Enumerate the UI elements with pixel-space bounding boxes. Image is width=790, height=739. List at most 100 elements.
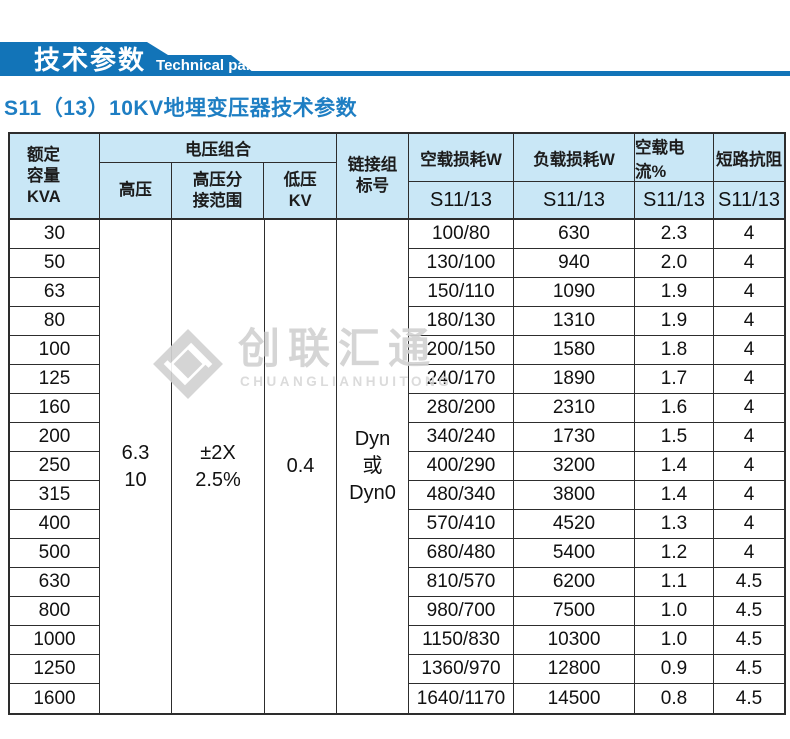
table-cell-impedance: 4	[714, 307, 784, 336]
table-cell-noload: 200/150	[409, 336, 513, 365]
table-cell-current: 1.0	[635, 626, 713, 655]
header-noload-loss: 空载损耗W S11/13	[409, 134, 514, 218]
table-cell-load: 3200	[514, 452, 634, 481]
table-cell-impedance: 4	[714, 220, 784, 249]
table-cell-kva: 800	[10, 597, 99, 626]
table-cell-impedance: 4	[714, 365, 784, 394]
page-title: S11（13）10KV地埋变压器技术参数	[4, 97, 358, 120]
table-cell-load: 630	[514, 220, 634, 249]
header-noload-current-model: S11/13	[643, 188, 705, 211]
table-cell-kva: 315	[10, 481, 99, 510]
table-cell-noload: 570/410	[409, 510, 513, 539]
header-load-loss-model: S11/13	[543, 188, 605, 211]
table-cell-kva: 200	[10, 423, 99, 452]
table-cell-load: 1090	[514, 278, 634, 307]
table-cell-noload: 400/290	[409, 452, 513, 481]
table-cell-load: 4520	[514, 510, 634, 539]
header-low-voltage: 低压 KV	[283, 170, 317, 210]
cell-high-voltage: 6.3 10	[100, 220, 172, 713]
column-load-loss: 630 940 1090 1310 1580 1890 2310 1730 3200 3800 45…	[514, 220, 635, 713]
table-cell-noload: 980/700	[409, 597, 513, 626]
header-noload-loss-model: S11/13	[430, 188, 492, 211]
header-noload-current-label: 空载电流%	[635, 134, 713, 182]
table-cell-kva: 80	[10, 307, 99, 336]
table-cell-load: 1730	[514, 423, 634, 452]
table-cell-noload: 340/240	[409, 423, 513, 452]
header-tap-range: 高压分 接范围	[172, 163, 265, 218]
table-cell-noload: 100/80	[409, 220, 513, 249]
header-voltage-combination: 电压组合	[100, 134, 336, 163]
table-cell-impedance: 4	[714, 452, 784, 481]
table-cell-impedance: 4.5	[714, 597, 784, 626]
table-cell-current: 1.4	[635, 481, 713, 510]
table-cell-load: 3800	[514, 481, 634, 510]
table-cell-load: 1310	[514, 307, 634, 336]
column-noload-current: 2.3 2.0 1.9 1.9 1.8 1.7 1.6 1.5 1.4 1.4 1.3 1.2 1.1 1…	[635, 220, 714, 713]
table-cell-current: 1.3	[635, 510, 713, 539]
table-cell-impedance: 4	[714, 336, 784, 365]
table-cell-impedance: 4	[714, 510, 784, 539]
table-header: 额定 容量 KVA 电压组合 高压 高压分 接范围 低压 KV 链接组 标号 空…	[10, 134, 784, 218]
table-cell-impedance: 4.5	[714, 655, 784, 684]
table-cell-impedance: 4	[714, 481, 784, 510]
table-cell-current: 1.5	[635, 423, 713, 452]
table-cell-kva: 63	[10, 278, 99, 307]
table-cell-noload: 240/170	[409, 365, 513, 394]
header-connection-group: 链接组 标号	[337, 134, 409, 218]
header-load-loss: 负载损耗W S11/13	[514, 134, 635, 218]
table-cell-load: 2310	[514, 394, 634, 423]
table-cell-load: 1580	[514, 336, 634, 365]
table-cell-current: 0.8	[660, 687, 688, 709]
column-rated-capacity: 30 50 63 80 100 125 160 200 250 315 400 500 630 800 10…	[10, 220, 100, 713]
table-cell-kva: 1000	[10, 626, 99, 655]
table-cell-current: 1.1	[635, 568, 713, 597]
table-cell-current: 1.8	[635, 336, 713, 365]
table-cell-noload: 130/100	[409, 249, 513, 278]
table-cell-kva: 50	[10, 249, 99, 278]
table-cell-current: 2.0	[635, 249, 713, 278]
table-cell-impedance: 4.5	[714, 568, 784, 597]
table-cell-noload: 1360/970	[409, 655, 513, 684]
table-cell-impedance: 4.5	[735, 687, 763, 709]
table-cell-noload: 680/480	[409, 539, 513, 568]
header-voltage-subrow: 高压 高压分 接范围 低压 KV	[100, 163, 336, 218]
table-cell-noload: 150/110	[409, 278, 513, 307]
table-cell-impedance: 4.5	[714, 626, 784, 655]
table-cell-noload: 1640/1170	[416, 687, 506, 709]
banner-subtitle: Technical parameter	[156, 57, 301, 74]
table-cell-current: 1.9	[635, 278, 713, 307]
table-cell-kva: 630	[10, 568, 99, 597]
header-short-circuit-impedance: 短路抗阻 S11/13	[714, 134, 784, 218]
table-cell-kva: 400	[10, 510, 99, 539]
table-cell-load: 10300	[514, 626, 634, 655]
table-cell-load: 7500	[514, 597, 634, 626]
header-load-loss-label: 负载损耗W	[514, 134, 634, 182]
column-impedance: 4 4 4 4 4 4 4 4 4 4 4 4 4.5 4.5 4.5 4.5 4.5	[714, 220, 784, 713]
table-cell-load: 5400	[514, 539, 634, 568]
table-cell-load: 6200	[514, 568, 634, 597]
table-body: 30 50 63 80 100 125 160 200 250 315 400 500 630 800 10…	[10, 218, 784, 713]
table-cell-load: 940	[514, 249, 634, 278]
table-cell-kva: 125	[10, 365, 99, 394]
table-cell-impedance: 4	[714, 278, 784, 307]
header-impedance-label: 短路抗阻	[714, 134, 784, 182]
table-cell-current: 1.7	[635, 365, 713, 394]
header-noload-current: 空载电流% S11/13	[635, 134, 714, 218]
table-cell-noload: 280/200	[409, 394, 513, 423]
cell-low-voltage: 0.4	[265, 220, 337, 713]
table-cell-current: 1.4	[635, 452, 713, 481]
table-cell-impedance: 4	[714, 249, 784, 278]
parameter-table: 额定 容量 KVA 电压组合 高压 高压分 接范围 低压 KV 链接组 标号 空…	[8, 132, 786, 715]
table-cell-impedance: 4	[714, 423, 784, 452]
table-cell-kva: 250	[10, 452, 99, 481]
table-cell-load: 14500	[547, 687, 601, 709]
column-noload-loss: 100/80 130/100 150/110 180/130 200/150 240/17…	[409, 220, 514, 713]
banner-underline	[0, 71, 790, 76]
table-cell-kva: 30	[10, 220, 99, 249]
table-cell-current: 0.9	[635, 655, 713, 684]
table-cell-current: 1.9	[635, 307, 713, 336]
header-noload-loss-label: 空载损耗W	[409, 134, 513, 182]
table-cell-current: 2.3	[635, 220, 713, 249]
table-cell-noload: 810/570	[409, 568, 513, 597]
table-cell-current: 1.2	[635, 539, 713, 568]
